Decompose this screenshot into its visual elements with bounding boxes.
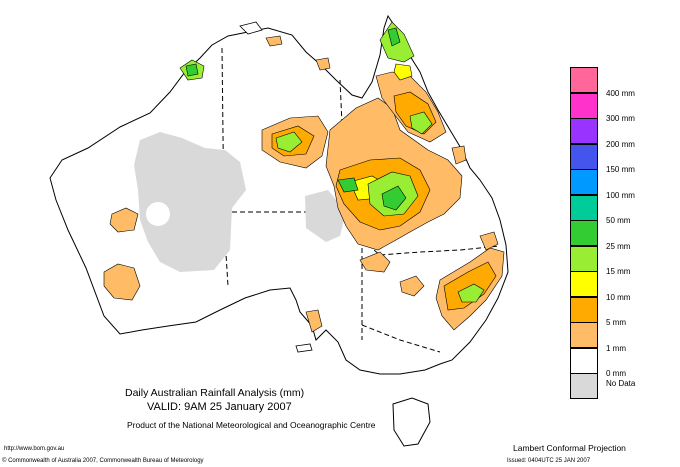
legend-label: 300 mm xyxy=(606,114,635,123)
no-data-sa xyxy=(305,190,346,242)
legend-swatch xyxy=(570,322,598,348)
copyright-notice: © Commonwealth of Australia 2007, Common… xyxy=(2,458,204,464)
legend-label: 15 mm xyxy=(606,267,631,276)
legend-label: 10 mm xyxy=(606,292,631,302)
legend-swatch xyxy=(570,296,598,323)
projection-label: Lambert Conformal Projection xyxy=(513,443,626,453)
no-data-hole xyxy=(146,202,170,226)
no-data-western xyxy=(134,132,246,272)
rain-25mm-areas xyxy=(185,27,407,211)
map-product-credit: Product of the National Meteorological a… xyxy=(127,420,376,430)
legend-swatch xyxy=(570,118,598,144)
melville-island xyxy=(239,21,263,35)
legend-label: 5 mm xyxy=(606,318,626,327)
legend-label: 150 mm xyxy=(606,165,635,174)
legend-label: 25 mm xyxy=(606,241,631,251)
legend-swatch xyxy=(570,92,598,119)
legend-swatch xyxy=(570,271,598,297)
legend-swatch xyxy=(570,67,598,93)
legend-label: 400 mm xyxy=(606,88,635,98)
legend-label: 1 mm xyxy=(606,343,626,353)
legend-swatch xyxy=(570,245,598,272)
legend-label: 0 mm xyxy=(606,369,626,378)
tasmania xyxy=(392,397,431,447)
legend-swatch xyxy=(570,220,598,246)
map-valid-date: VALID: 9AM 25 January 2007 xyxy=(147,401,292,413)
legend-swatch xyxy=(570,347,598,374)
legend-label: 100 mm xyxy=(606,190,635,200)
border-wa xyxy=(221,47,229,287)
legend-swatch xyxy=(570,373,598,399)
map-title: Daily Australian Rainfall Analysis (mm) xyxy=(125,387,305,399)
legend-label: No Data xyxy=(606,379,636,388)
legend-swatch xyxy=(570,169,598,195)
kangaroo-island xyxy=(295,343,313,353)
legend-label: 200 mm xyxy=(606,139,635,149)
legend-swatch xyxy=(570,143,598,170)
issued-timestamp: Issued: 0404UTC 25 JAN 2007 xyxy=(507,458,591,464)
legend-label: 50 mm xyxy=(606,216,631,225)
source-url: http://www.bom.gov.au xyxy=(4,446,65,452)
legend-swatch xyxy=(570,194,598,221)
border-nsw-vic xyxy=(361,324,441,353)
